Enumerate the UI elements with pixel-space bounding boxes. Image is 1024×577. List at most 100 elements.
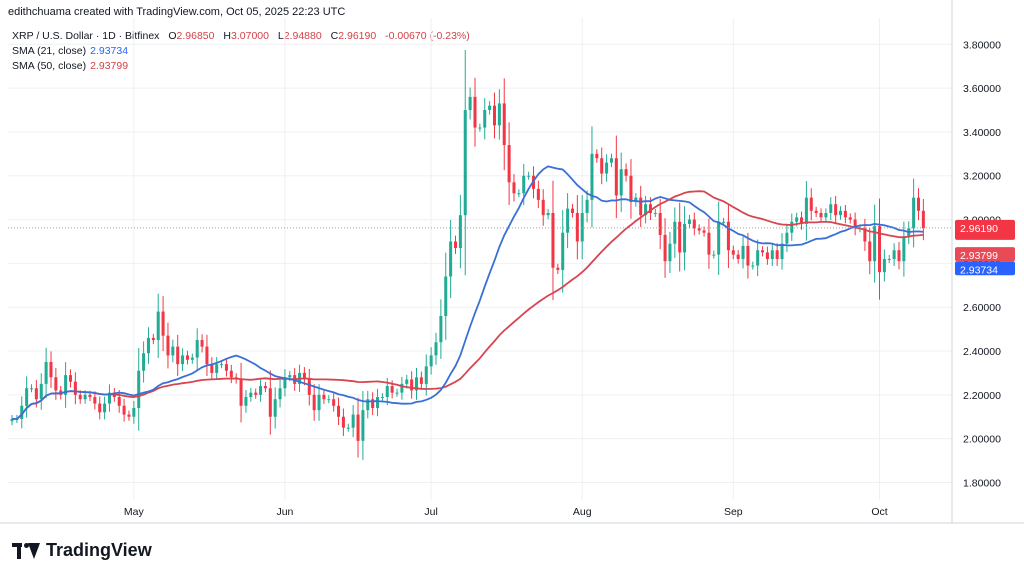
- candle-body: [907, 228, 911, 238]
- sma21-price-label: 2.93734: [960, 264, 998, 276]
- candle-body: [453, 241, 458, 249]
- candle-body: [829, 204, 833, 213]
- candle-body: [351, 414, 355, 428]
- legend-ohlc-row: XRP / U.S. Dollar · 1D · Bitfinex O2.968…: [12, 30, 470, 42]
- candle-body: [293, 375, 297, 384]
- candle-body: [205, 346, 209, 365]
- candle-body: [770, 250, 774, 259]
- candle-body: [624, 169, 628, 176]
- high-value: 3.07000: [231, 30, 269, 42]
- candle-body: [254, 392, 258, 395]
- candle-body: [127, 414, 131, 417]
- candle-body: [259, 386, 263, 395]
- candle-body: [298, 372, 302, 384]
- candle-body: [497, 103, 501, 126]
- candle-body: [751, 265, 755, 267]
- open-value: 2.96850: [176, 30, 215, 42]
- candle-body: [444, 276, 448, 316]
- candle-body: [839, 210, 843, 216]
- candle-body: [619, 169, 623, 196]
- candle-body: [322, 394, 326, 400]
- candle-body: [546, 212, 550, 216]
- candle-body: [410, 379, 414, 391]
- candle-body: [332, 399, 336, 406]
- time-tick-label: Jun: [276, 506, 293, 518]
- candle-body: [575, 212, 579, 242]
- candle-body: [902, 237, 906, 262]
- candle-body: [531, 175, 535, 189]
- symbol-label[interactable]: XRP / U.S. Dollar · 1D · Bitfinex: [12, 30, 160, 42]
- candle-body: [112, 392, 116, 398]
- candle-body: [687, 219, 691, 224]
- candle-body: [400, 383, 404, 393]
- candle-body: [858, 228, 862, 230]
- candle-body: [843, 210, 847, 218]
- candle-body: [551, 212, 555, 268]
- candle-body: [746, 245, 750, 266]
- candle-body: [458, 215, 462, 249]
- candle-body: [327, 399, 331, 401]
- sma50-line: [12, 190, 924, 420]
- sma21-line: [12, 165, 924, 420]
- legend-sma50-row[interactable]: SMA (50, close) 2.93799: [12, 60, 128, 72]
- legend-sma21-row[interactable]: SMA (21, close) 2.93734: [12, 45, 128, 57]
- candle-body: [88, 394, 92, 398]
- candle-body: [541, 199, 545, 216]
- candle-body: [181, 355, 185, 365]
- candle-body: [93, 397, 97, 404]
- candle-body: [107, 392, 111, 404]
- candle-body: [483, 110, 487, 128]
- candle-body: [137, 370, 141, 408]
- candle-body: [707, 232, 711, 255]
- candle-body: [449, 241, 453, 277]
- candle-body: [424, 366, 428, 384]
- candle-body: [790, 221, 794, 233]
- time-tick-label: Aug: [573, 506, 592, 518]
- candle-body: [921, 210, 925, 229]
- candle-body: [132, 407, 136, 417]
- candle-body: [122, 405, 126, 415]
- candle-body: [273, 399, 277, 417]
- candle-body: [468, 96, 472, 111]
- sma50-label: SMA (50, close): [12, 60, 87, 72]
- candle-body: [814, 210, 818, 213]
- candle-body: [756, 250, 760, 266]
- candle-body: [736, 254, 740, 259]
- candle-body: [663, 234, 667, 262]
- candle-body: [103, 403, 107, 413]
- candle-body: [195, 340, 199, 358]
- candle-body: [502, 103, 506, 146]
- candle-body: [853, 219, 857, 229]
- candle-body: [512, 182, 516, 194]
- candle-body: [15, 418, 19, 420]
- candle-body: [210, 364, 214, 373]
- candle-body: [429, 355, 433, 367]
- candle-body: [517, 193, 521, 195]
- candle-body: [224, 364, 228, 371]
- candle-body: [59, 390, 63, 395]
- candle-body: [434, 342, 438, 356]
- candle-body: [804, 197, 808, 224]
- candle-body: [785, 232, 789, 244]
- candle-body: [570, 208, 574, 213]
- candle-body: [395, 392, 399, 394]
- candle-body: [317, 394, 321, 411]
- candle-body: [556, 267, 560, 270]
- candle-body: [648, 204, 652, 213]
- candle-body: [668, 243, 672, 262]
- candle-body: [629, 175, 633, 203]
- price-tick-label: 2.40000: [963, 346, 1001, 358]
- candle-body: [877, 226, 882, 273]
- candle-body: [868, 241, 872, 262]
- price-tick-label: 2.00000: [963, 434, 1001, 446]
- price-tick-label: 3.60000: [963, 83, 1001, 95]
- candle-body: [848, 217, 852, 220]
- last-price-label-bg: [955, 219, 1015, 240]
- candle-body: [161, 311, 165, 336]
- time-tick-label: Jul: [424, 506, 437, 518]
- candle-body: [83, 394, 87, 400]
- candle-body: [683, 223, 687, 253]
- tradingview-logo[interactable]: TradingView: [12, 540, 152, 561]
- candle-body: [478, 127, 482, 129]
